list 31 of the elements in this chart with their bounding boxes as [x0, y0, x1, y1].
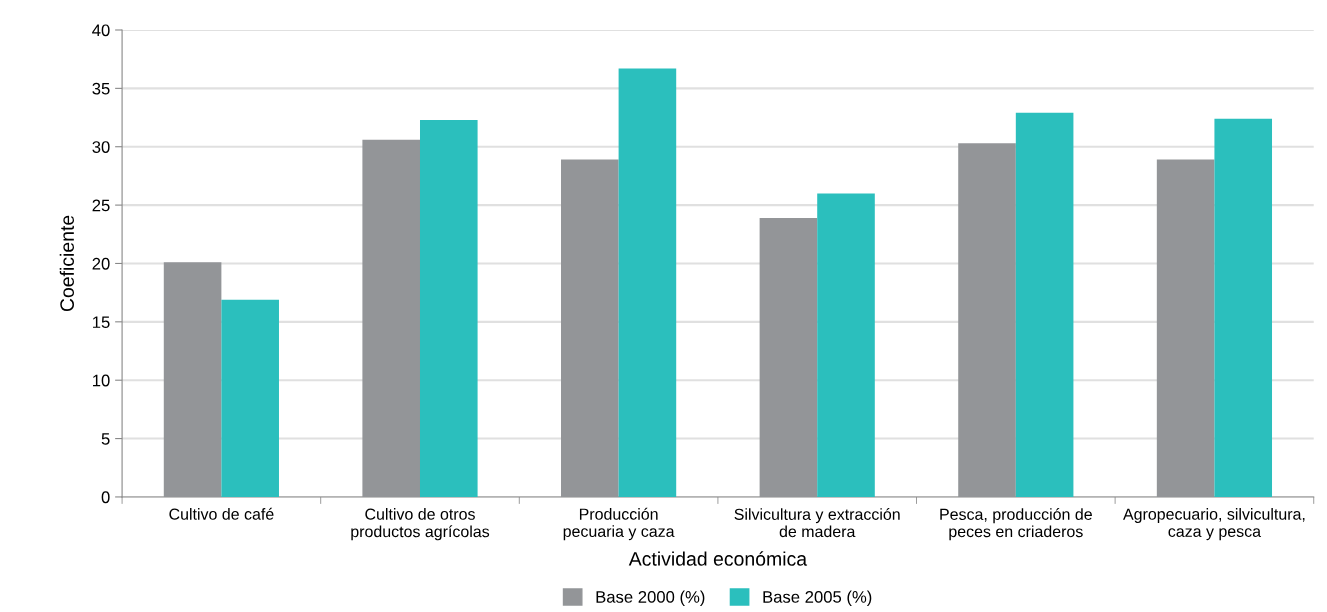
bar [1156, 159, 1215, 497]
y-tick-label: 25 [92, 199, 110, 212]
x-tick-label: Pesca, producción de peces en criaderos [940, 508, 1092, 541]
bar [163, 262, 222, 497]
x-tick-label: Agropecuario, silvicultura, caza y pesca [1123, 508, 1305, 541]
y-tick-label: 10 [93, 374, 110, 387]
bar [420, 119, 478, 497]
bar [817, 193, 875, 497]
y-tick-label: 5 [101, 433, 110, 445]
legend-label: Base 2000 (%) [596, 590, 705, 607]
bar [958, 143, 1016, 497]
bar [1214, 118, 1273, 497]
y-tick-label: 30 [92, 141, 110, 153]
x-axis-title: Actividad económica [628, 551, 808, 566]
bar [561, 159, 619, 497]
bar [221, 299, 279, 497]
bar [362, 139, 420, 497]
y-tick-label: 15 [93, 316, 110, 329]
y-tick-label: 35 [92, 82, 110, 95]
x-tick-label: Cultivo de café [169, 507, 274, 520]
y-tick-label: 40 [92, 24, 110, 37]
y-tick-label: 0 [101, 491, 110, 504]
legend-label: Base 2005 (%) [763, 590, 872, 607]
x-tick-label: Producción pecuaria y caza [563, 507, 675, 541]
x-tick-label: Silvicultura y extracción de madera [734, 508, 900, 538]
x-tick-label: Cultivo de otros productos agrícolas [351, 508, 490, 541]
y-axis-title: Coeficiente [59, 215, 75, 312]
bar [618, 68, 677, 497]
y-tick-label: 20 [92, 257, 110, 270]
bar [759, 217, 818, 497]
bar [1015, 112, 1074, 497]
